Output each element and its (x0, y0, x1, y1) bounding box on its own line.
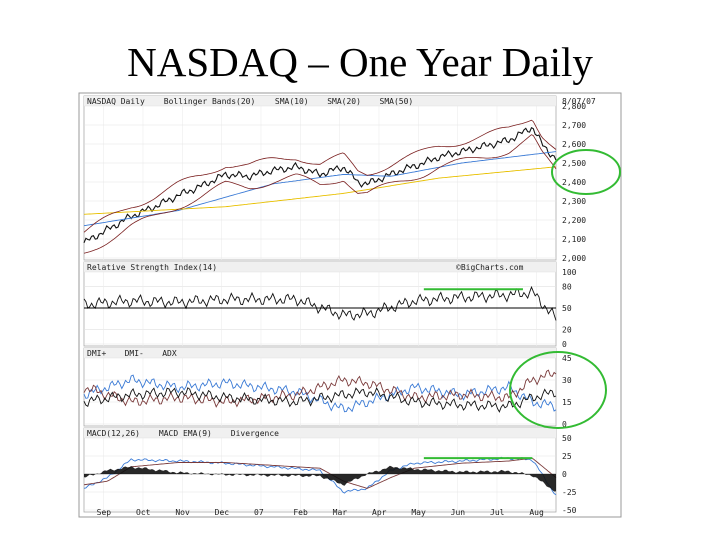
panel-dmi-legend-bar (84, 348, 556, 358)
slide-title: NASDAQ – One Year Daily (127, 39, 593, 85)
stock-chart: 2,800 2,700 2,600 2,500 2,400 2,300 2,200 2,100… (78, 92, 622, 518)
panel-rsi-y-tick: 20 (562, 326, 572, 335)
x-tick-label: Feb (293, 508, 308, 517)
panel-rsi-y-tick: 100 (562, 268, 577, 277)
series-nasdaq-daily (83, 126, 557, 244)
panel-rsi-y-tick: 50 (562, 304, 572, 313)
panel-price-y-tick: 2,700 (562, 121, 586, 130)
x-tick-label: Dec (215, 508, 230, 517)
panel-macd-legend-bar (84, 428, 556, 438)
panel-price-y-tick: 2,200 (562, 216, 586, 225)
panel-price-y-tick: 2,100 (562, 235, 586, 244)
panel-price-legend-entry: SMA(50) (380, 97, 414, 106)
panel-dmi-y-tick: 15 (562, 398, 572, 407)
panel-rsi-legend-entry: Relative Strength Index(14) (87, 263, 217, 272)
panel-rsi-legend-bar (84, 262, 556, 272)
panel-dmi-y-tick: 30 (562, 376, 572, 385)
x-tick-label: Sep (97, 508, 112, 517)
panel-price-y-tick: 2,800 (562, 102, 586, 111)
panel-price-legend-entry: Bollinger Bands(20) (164, 97, 256, 106)
panel-dmi-legend-entry: ADX (162, 349, 177, 358)
panel-price-y-tick: 2,500 (562, 159, 586, 168)
bollinger-band-upper (83, 119, 557, 233)
x-tick-label: 07 (254, 508, 264, 517)
x-tick-label: Apr (372, 508, 387, 517)
series-macd-12-26- (83, 456, 557, 496)
source-credit: ©BigCharts.com (456, 263, 524, 272)
price-annotation-ellipse (551, 149, 621, 195)
macd-divergence-area (84, 465, 556, 492)
panel-price-legend-entry: NASDAQ Daily (87, 97, 145, 106)
x-tick-label: Aug (529, 508, 544, 517)
series-dmi- (83, 369, 557, 408)
bollinger-band-lower (83, 134, 557, 254)
panel-rsi-box (83, 261, 557, 347)
x-tick-label: May (411, 508, 426, 517)
series-macd-ema-9- (83, 457, 557, 489)
panel-dmi-legend-entry: DMI- (125, 349, 144, 358)
panel-macd-legend-entry: MACD EMA(9) (159, 429, 212, 438)
panel-price-y-tick: 2,600 (562, 140, 586, 149)
series-sma-200- (83, 166, 557, 215)
series-adx (83, 387, 557, 413)
panel-macd-legend-entry: Divergence (231, 429, 279, 438)
date-label: 8/07/07 (562, 97, 596, 106)
x-tick-label: Jul (490, 508, 505, 517)
panel-dmi-y-tick: 45 (562, 354, 572, 363)
panel-macd-y-tick: 50 (562, 434, 572, 443)
panel-macd-y-tick: 0 (562, 470, 567, 479)
panel-dmi-legend-entry: DMI+ (87, 349, 106, 358)
panel-price-y-tick: 2,400 (562, 178, 586, 187)
x-tick-label: Oct (136, 508, 151, 517)
x-tick-label: Nov (175, 508, 190, 517)
x-tick-label: Jun (451, 508, 466, 517)
panel-price-y-tick: 2,000 (562, 254, 586, 263)
x-tick-label: Mar (333, 508, 348, 517)
chart-svg: 2,800 2,700 2,600 2,500 2,400 2,300 2,200 2,100… (78, 92, 622, 518)
panel-price-legend-entry: SMA(10) (275, 97, 309, 106)
series-rsi (83, 285, 557, 321)
panel-rsi-y-tick: 0 (562, 340, 567, 349)
dmi-annotation-ellipse (509, 351, 607, 429)
panel-dmi-y-tick: 0 (562, 420, 567, 429)
panel-macd-legend-entry: MACD(12,26) (87, 429, 140, 438)
panel-rsi-y-tick: 80 (562, 282, 572, 291)
panel-price-legend-entry: SMA(20) (327, 97, 361, 106)
panel-macd-y-tick: -25 (562, 488, 577, 497)
panel-macd-y-tick: 25 (562, 452, 572, 461)
panel-price-legend-bar (84, 96, 556, 106)
panel-price-y-tick: 2,300 (562, 197, 586, 206)
panel-macd-y-tick: -50 (562, 506, 577, 515)
